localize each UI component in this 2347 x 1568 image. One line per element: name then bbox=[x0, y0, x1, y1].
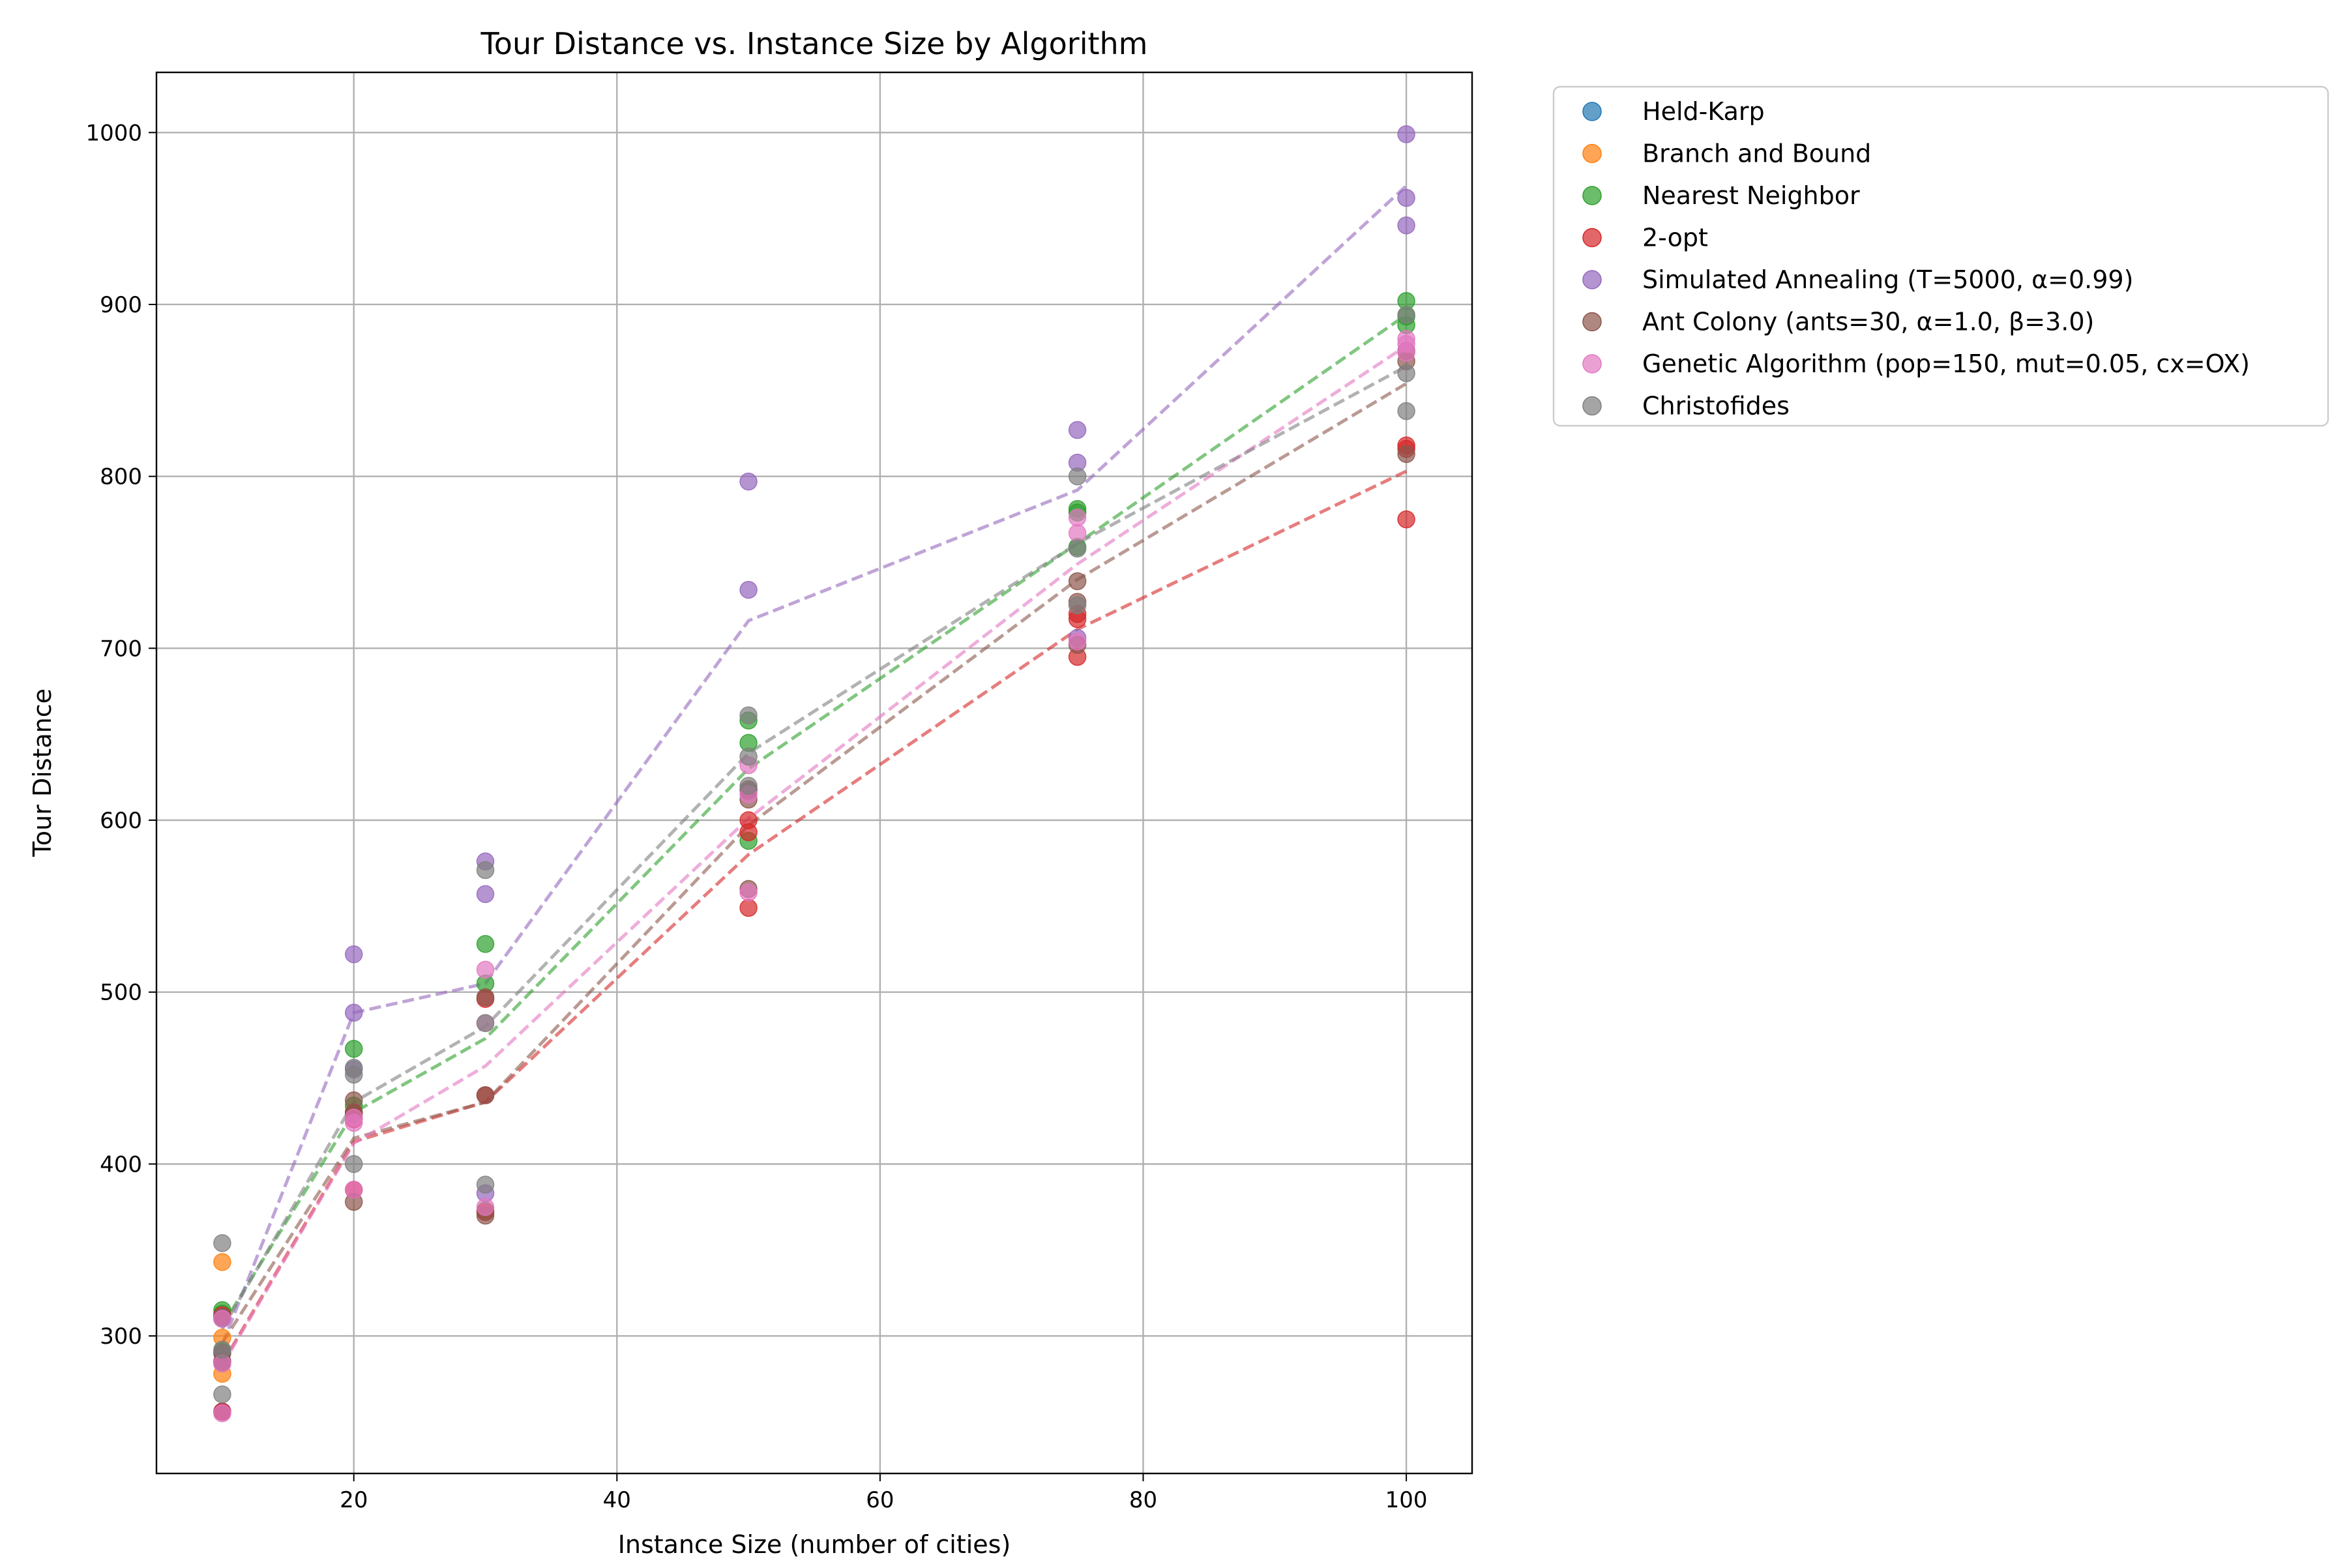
data-point bbox=[476, 1176, 495, 1194]
x-tick-label: 100 bbox=[1385, 1487, 1428, 1513]
data-point bbox=[476, 1086, 495, 1104]
data-point bbox=[1397, 306, 1415, 324]
y-tick-label: 400 bbox=[100, 1151, 142, 1177]
legend-label: 2-opt bbox=[1642, 224, 1708, 252]
data-point bbox=[344, 1181, 363, 1199]
chart-title: Tour Distance vs. Instance Size by Algor… bbox=[480, 26, 1148, 61]
data-point bbox=[213, 1234, 231, 1252]
data-point bbox=[344, 1003, 363, 1022]
data-point bbox=[213, 1340, 231, 1359]
data-point bbox=[1397, 364, 1415, 383]
trend-line bbox=[220, 344, 1408, 1367]
legend-box bbox=[1552, 85, 2329, 427]
data-point bbox=[1068, 524, 1087, 542]
data-point bbox=[1068, 632, 1087, 651]
legend: Held-Karp Branch and Bound Nearest Neighbo… bbox=[1552, 85, 2329, 427]
trend-line bbox=[220, 382, 1408, 1344]
data-point bbox=[1397, 344, 1415, 362]
legend-marker bbox=[1582, 354, 1602, 374]
data-point bbox=[739, 472, 758, 491]
legend-label: Genetic Algorithm (pop=150, mut=0.05, cx… bbox=[1642, 349, 2250, 378]
data-point bbox=[344, 945, 363, 964]
y-tick-label: 800 bbox=[100, 464, 142, 490]
legend-label: Ant Colony (ants=30, α=1.0, β=3.0) bbox=[1642, 308, 2094, 336]
data-point bbox=[739, 747, 758, 766]
data-point bbox=[213, 1385, 231, 1404]
data-points bbox=[213, 125, 1415, 1423]
legend-marker bbox=[1582, 102, 1602, 121]
x-axis: 20 40 60 80 100 bbox=[340, 1473, 1428, 1513]
data-point bbox=[1068, 539, 1087, 558]
x-tick-label: 80 bbox=[1129, 1487, 1157, 1513]
data-point bbox=[1068, 509, 1087, 527]
legend-marker bbox=[1582, 186, 1602, 205]
data-point bbox=[739, 777, 758, 795]
trend-line bbox=[220, 364, 1408, 1330]
data-point bbox=[476, 885, 495, 904]
data-point bbox=[476, 960, 495, 979]
y-tick-label: 900 bbox=[100, 292, 142, 318]
legend-marker bbox=[1582, 228, 1602, 248]
data-point bbox=[476, 988, 495, 1007]
data-point bbox=[476, 861, 495, 880]
data-point bbox=[344, 1065, 363, 1084]
legend-marker bbox=[1582, 396, 1602, 416]
legend-marker bbox=[1582, 312, 1602, 332]
y-axis-label: Tour Distance bbox=[28, 688, 57, 857]
data-point bbox=[739, 811, 758, 829]
legend-marker bbox=[1582, 143, 1602, 164]
legend-label: Held-Karp bbox=[1642, 97, 1765, 126]
trend-lines bbox=[220, 185, 1408, 1367]
x-tick-label: 60 bbox=[866, 1487, 894, 1513]
data-point bbox=[1068, 467, 1087, 486]
data-point bbox=[476, 1014, 495, 1032]
x-axis-label: Instance Size (number of cities) bbox=[618, 1530, 1011, 1559]
data-point bbox=[1068, 572, 1087, 591]
data-point bbox=[476, 1198, 495, 1217]
data-point bbox=[739, 883, 758, 902]
data-point bbox=[213, 1309, 231, 1328]
data-point bbox=[1397, 510, 1415, 529]
x-tick-label: 20 bbox=[340, 1487, 368, 1513]
x-tick-label: 40 bbox=[603, 1487, 631, 1513]
data-point bbox=[1397, 402, 1415, 421]
data-point bbox=[739, 706, 758, 724]
data-point bbox=[213, 1252, 231, 1271]
data-point bbox=[344, 1155, 363, 1174]
legend-marker bbox=[1582, 270, 1602, 289]
data-point bbox=[739, 898, 758, 917]
plot-frame bbox=[155, 71, 1473, 1475]
y-tick-label: 700 bbox=[100, 636, 142, 662]
data-point bbox=[1397, 445, 1415, 464]
y-tick-label: 1000 bbox=[85, 120, 142, 146]
data-point bbox=[213, 1404, 231, 1423]
data-point bbox=[1068, 596, 1087, 615]
legend-label: Simulated Annealing (T=5000, α=0.99) bbox=[1642, 265, 2133, 294]
data-point bbox=[344, 1039, 363, 1058]
y-axis: 300 400 500 600 700 800 900 1000 bbox=[85, 120, 156, 1350]
y-tick-label: 600 bbox=[100, 808, 142, 834]
data-point bbox=[344, 1108, 363, 1127]
y-tick-label: 300 bbox=[100, 1324, 142, 1350]
legend-label: Branch and Bound bbox=[1642, 140, 1871, 168]
trend-line bbox=[220, 313, 1408, 1327]
data-point bbox=[1397, 188, 1415, 207]
trend-line bbox=[220, 185, 1408, 1346]
trend-line bbox=[220, 469, 1408, 1365]
data-point bbox=[739, 580, 758, 599]
data-point bbox=[1397, 125, 1415, 143]
y-tick-label: 500 bbox=[100, 980, 142, 1006]
legend-label: Nearest Neighbor bbox=[1642, 181, 1860, 210]
legend-label: Christofides bbox=[1642, 392, 1790, 421]
data-point bbox=[1397, 216, 1415, 235]
data-point bbox=[476, 935, 495, 953]
data-point bbox=[1068, 421, 1087, 439]
